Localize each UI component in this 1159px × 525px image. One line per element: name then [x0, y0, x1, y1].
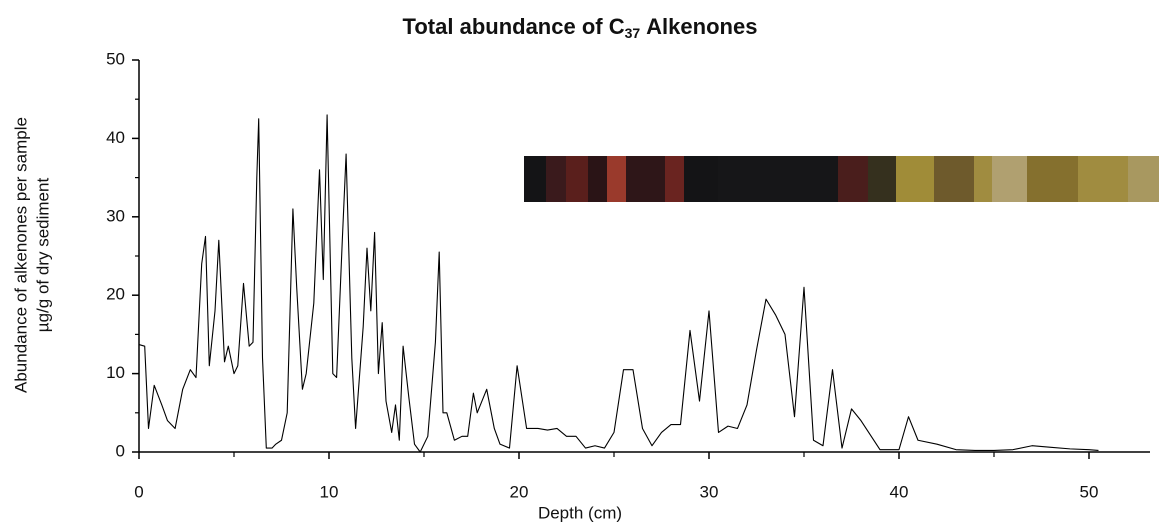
strip-segment: [665, 156, 684, 202]
strip-segment: [684, 156, 718, 202]
data-line: [138, 114, 1099, 453]
strip-segment: [588, 156, 607, 202]
strip-segment: [1027, 156, 1078, 202]
title-subscript: 37: [625, 25, 641, 41]
strip-segment: [1128, 156, 1159, 202]
strip-segment: [546, 156, 566, 202]
x-tick-label: 40: [890, 482, 909, 501]
x-tick-label: 50: [1080, 482, 1099, 501]
strip-segment: [896, 156, 934, 202]
strip-segment: [992, 156, 1027, 202]
strip-segment: [626, 156, 665, 202]
chart-title: Total abundance of C37 Alkenones: [403, 14, 758, 41]
strip-segment: [607, 156, 626, 202]
y-axis-label: µg/g of dry sediment: [33, 178, 52, 333]
strip-segment: [566, 156, 588, 202]
title-suffix: Alkenones: [646, 14, 757, 39]
x-tick-label: 0: [134, 482, 143, 501]
y-tick-label: 0: [116, 441, 125, 460]
x-tick-label: 30: [700, 482, 719, 501]
strip-segment: [974, 156, 992, 202]
x-tick-label: 10: [320, 482, 339, 501]
strip-segment: [868, 156, 896, 202]
sediment-color-strip: [524, 156, 1159, 202]
y-axis-label: Abundance of alkenones per sample: [11, 117, 30, 393]
strip-segment: [934, 156, 974, 202]
y-tick-label: 50: [106, 49, 125, 68]
strip-segment: [718, 156, 838, 202]
x-tick-label: 20: [510, 482, 529, 501]
x-axis-label: Depth (cm): [538, 503, 622, 522]
strip-segment: [1078, 156, 1128, 202]
strip-segment: [838, 156, 868, 202]
y-tick-label: 40: [106, 128, 125, 147]
y-tick-label: 30: [106, 206, 125, 225]
y-tick-label: 10: [106, 363, 125, 382]
title-text: Total abundance of C: [403, 14, 625, 39]
y-tick-label: 20: [106, 285, 125, 304]
strip-segment: [524, 156, 546, 202]
